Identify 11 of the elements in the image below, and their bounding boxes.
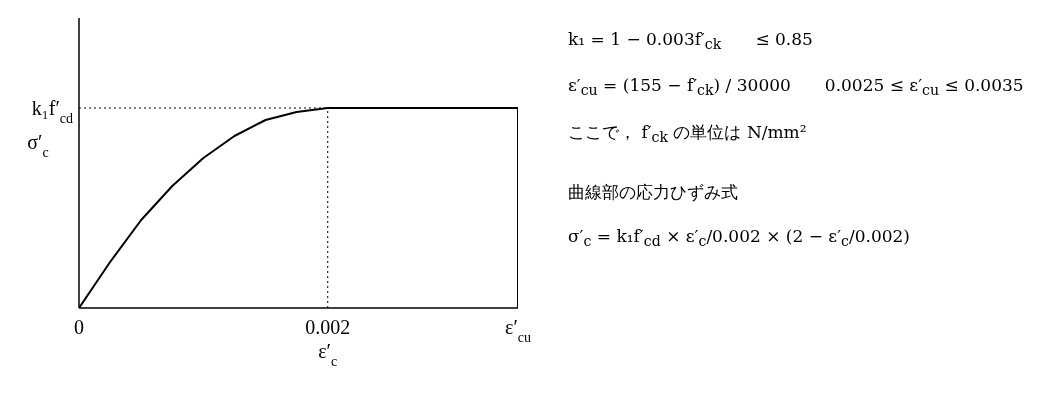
text: σ′$_{c}$ = k₁f′$_{cd}$ × ε′$_{c}$/0.002 × (2 − ε′$_{c}$/0.002): [568, 226, 910, 250]
text: ε′$_{cu}$ = (155 − f′$_{ck}$) / 30000 0.0025 ≤ ε′$_{cu}$ ≤ 0.0035: [568, 74, 1024, 99]
x-axis-title: ε′$_{c}$: [318, 340, 338, 369]
x-tick-label: 0.002: [305, 316, 351, 338]
y-axis-title: σ′$_{c}$: [27, 130, 49, 159]
text: ここで， f′$_{ck}$ の単位は N/mm²: [568, 120, 808, 146]
x-tick-label: ε′$_{cu}$: [505, 316, 531, 345]
ref-line-label: k₁f′$_{cd}$: [31, 97, 73, 126]
text: 曲線部の応力ひずみ式: [568, 181, 739, 205]
x-tick-label: 0: [74, 316, 84, 338]
text: k₁ = 1 − 0.003f′$_{ck}$ ≤ 0.85: [568, 29, 813, 53]
